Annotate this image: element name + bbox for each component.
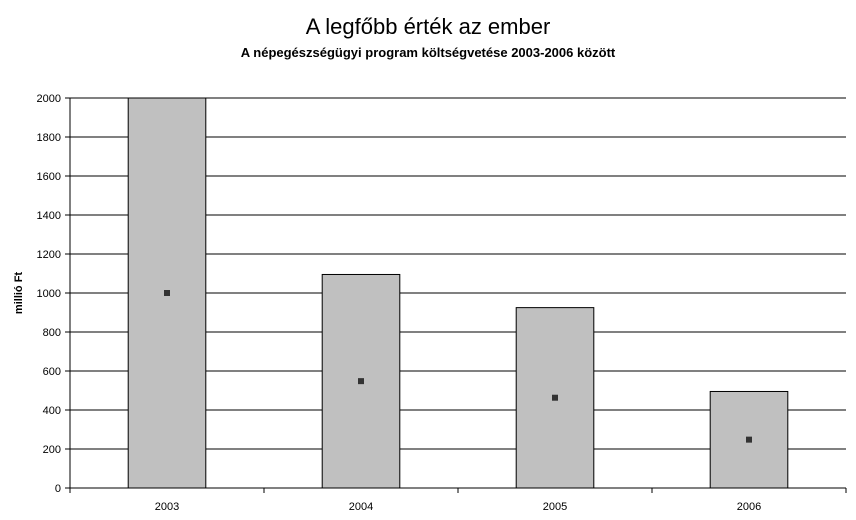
marker-2004 xyxy=(358,378,364,385)
chart-subtitle: A népegészségügyi program költségvetése … xyxy=(240,45,616,60)
x-tick-label: 2006 xyxy=(737,501,761,513)
y-tick-label: 200 xyxy=(43,444,61,456)
x-tick-label: 2004 xyxy=(349,501,373,513)
y-tick-label: 1600 xyxy=(37,171,61,183)
y-tick-label: 1800 xyxy=(37,132,61,144)
marker-2005 xyxy=(552,394,558,401)
chart-title: A legfőbb érték az ember xyxy=(305,14,551,39)
y-tick-label: 600 xyxy=(43,366,61,378)
y-axis-label: millió Ft xyxy=(13,272,25,315)
y-tick-label: 400 xyxy=(43,405,61,417)
marker-2006 xyxy=(746,436,752,443)
y-tick-label: 1400 xyxy=(37,210,61,222)
bars xyxy=(127,97,789,489)
y-tick-label: 0 xyxy=(55,483,61,495)
x-tick-label: 2003 xyxy=(155,501,179,513)
x-tick-label: 2005 xyxy=(543,501,567,513)
marker-2003 xyxy=(164,290,170,296)
y-tick-label: 2000 xyxy=(37,93,61,105)
y-tick-label: 1000 xyxy=(37,288,61,300)
y-tick-label: 1200 xyxy=(37,249,61,261)
axes: 0 200 400 600 800 1000 1200 1400 1600 1800 2000 200… xyxy=(37,93,847,513)
y-tick-label: 800 xyxy=(43,327,61,339)
